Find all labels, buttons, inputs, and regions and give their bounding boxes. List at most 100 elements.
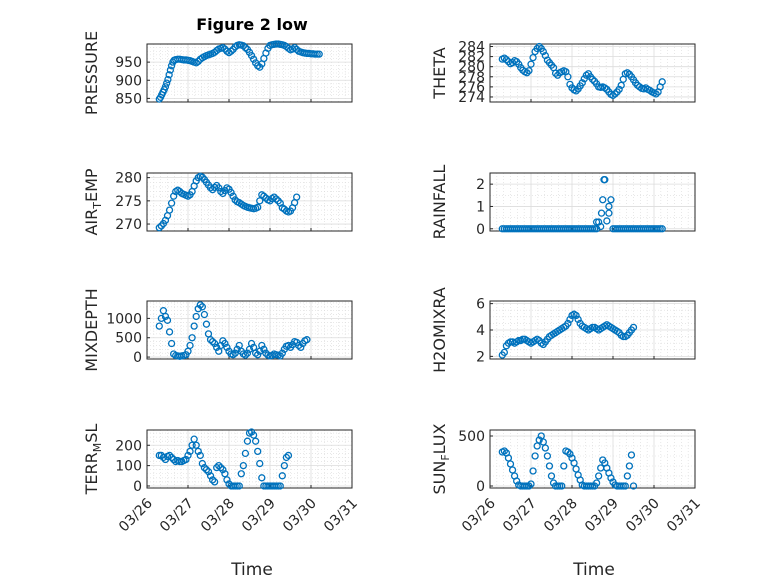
data-point	[541, 444, 549, 452]
y-tick-label: 275	[115, 194, 142, 210]
data-point	[280, 461, 289, 470]
data-point	[239, 461, 248, 470]
data-point	[535, 42, 543, 51]
data-point	[258, 341, 266, 350]
data-point	[627, 451, 636, 459]
data-point	[574, 315, 582, 324]
data-point	[241, 449, 250, 458]
data-point	[558, 482, 566, 490]
y-tick-label: 2	[476, 177, 485, 193]
data-point	[200, 310, 209, 319]
data-point	[658, 78, 666, 86]
data-point	[165, 451, 174, 460]
axes-box	[146, 172, 353, 232]
data-point	[194, 305, 202, 313]
data-point	[615, 85, 623, 94]
data-point	[155, 322, 163, 330]
data-point	[601, 176, 609, 184]
data-point	[254, 203, 262, 211]
axes-box	[146, 300, 353, 360]
y-axis-label: H2OMIXRA	[430, 287, 449, 373]
data-point	[165, 206, 174, 214]
x-tick-label: 03/29	[582, 496, 622, 536]
data-point	[221, 339, 229, 348]
x-tick-label: 03/31	[664, 496, 704, 536]
data-point	[247, 51, 256, 60]
data-point	[243, 349, 252, 357]
data-point	[223, 343, 231, 352]
y-tick-label: 0	[476, 479, 485, 495]
y-tick-label: 0	[133, 479, 142, 495]
data-point	[513, 477, 521, 485]
data-point	[227, 47, 235, 55]
data-point	[247, 339, 256, 348]
data-point	[184, 451, 192, 460]
data-point	[652, 90, 660, 98]
data-point	[167, 339, 176, 348]
subplot-sun: 0 500 SUNFLUX 03/26 03/27 03/28 03/29 03/30 03/3…	[430, 423, 704, 535]
y-tick-label: 282	[458, 50, 485, 66]
y-tick-label: 500	[115, 331, 142, 347]
axes-box	[146, 43, 353, 103]
data-point	[605, 202, 613, 211]
y-tick-label: 850	[115, 91, 142, 107]
data-point	[527, 480, 535, 488]
data-point	[592, 479, 601, 487]
data-point	[500, 447, 509, 455]
y-tick-label: 1000	[106, 311, 142, 327]
y-tick-label: 200	[115, 438, 142, 454]
data-point	[284, 451, 293, 460]
data-point	[163, 316, 172, 324]
y-axis-label: TERRMSL	[82, 424, 104, 496]
data-point	[658, 225, 666, 233]
data-point	[165, 328, 174, 336]
data-point	[502, 55, 511, 64]
data-series	[498, 176, 666, 233]
y-tick-label: 274	[458, 90, 485, 106]
data-point	[169, 455, 178, 464]
data-point	[188, 441, 196, 449]
data-point	[272, 195, 280, 203]
subplot-rainfall: 0 1 2 RAINFALL	[430, 165, 696, 240]
y-axis-label: RAINFALL	[430, 165, 449, 240]
data-point	[223, 476, 231, 484]
data-point	[500, 348, 509, 357]
data-point	[588, 75, 597, 83]
data-point	[215, 184, 223, 192]
data-point	[282, 453, 291, 462]
data-point	[249, 55, 258, 63]
y-tick-label: 280	[458, 60, 485, 76]
axes-box	[489, 43, 696, 103]
data-point	[543, 452, 552, 460]
data-point	[213, 463, 221, 472]
y-tick-label: 950	[115, 55, 142, 71]
x-tick-label: 03/28	[541, 496, 581, 536]
data-point	[206, 472, 215, 480]
data-point	[164, 75, 172, 84]
data-point	[186, 341, 194, 350]
data-point	[202, 466, 211, 474]
data-point	[597, 222, 605, 231]
y-tick-label: 900	[115, 73, 142, 89]
data-point	[515, 60, 523, 68]
data-point	[284, 341, 293, 350]
data-point	[237, 470, 245, 478]
y-tick-label: 4	[476, 323, 485, 339]
data-point	[196, 301, 204, 309]
y-tick-label: 280	[115, 171, 142, 187]
data-point	[251, 437, 260, 445]
data-point	[527, 60, 535, 68]
data-point	[241, 43, 250, 52]
data-point	[270, 193, 278, 201]
data-point	[190, 322, 198, 330]
data-point	[194, 57, 202, 66]
data-point	[260, 345, 268, 353]
y-axis-label: THETA	[430, 47, 449, 99]
data-point	[607, 474, 615, 482]
y-tick-label: 284	[458, 40, 485, 56]
data-point	[167, 453, 176, 462]
y-axis-label: PRESSURE	[82, 31, 101, 115]
axes-box	[489, 300, 696, 360]
data-point	[597, 209, 606, 217]
